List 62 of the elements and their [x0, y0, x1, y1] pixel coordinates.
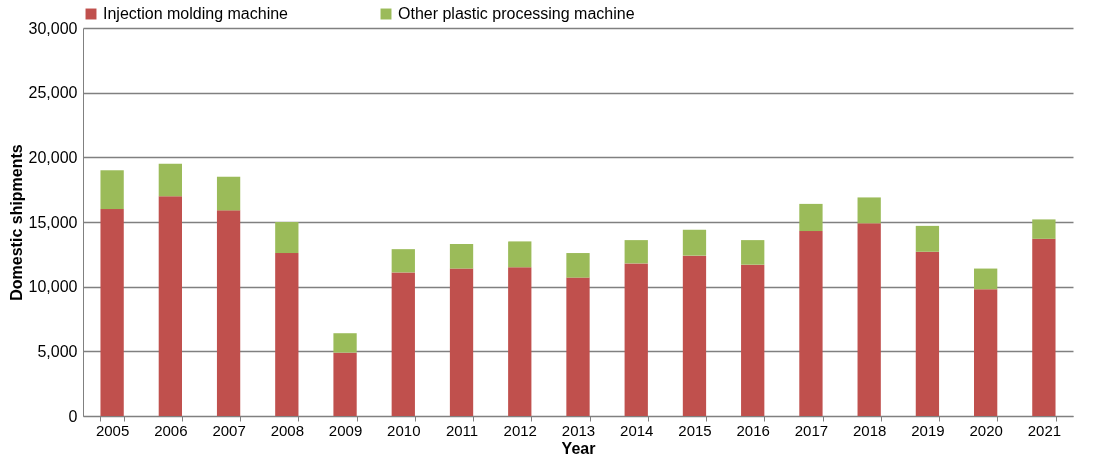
- bar: [391, 249, 415, 273]
- bar: [333, 352, 357, 416]
- y-tick-label: 15,000: [28, 213, 78, 231]
- bar: [915, 225, 940, 252]
- x-tick-label: 2020: [969, 421, 1003, 439]
- bar: [449, 243, 474, 269]
- x-tick-label: 2008: [270, 421, 305, 439]
- bar: [741, 264, 765, 416]
- bar: [333, 333, 357, 353]
- bar: [566, 277, 590, 416]
- bar: [216, 176, 241, 211]
- bar: [857, 197, 881, 224]
- bar: [624, 263, 648, 416]
- bar: [1032, 219, 1056, 239]
- bar: [508, 267, 532, 416]
- y-tick-label: 10,000: [28, 278, 78, 296]
- x-tick-label: 2015: [678, 421, 712, 439]
- bar: [974, 289, 998, 416]
- x-tick-label: 2013: [561, 421, 596, 439]
- y-tick-label: 20,000: [28, 148, 78, 166]
- x-tick-label: 2009: [328, 421, 363, 439]
- bar: [449, 268, 474, 416]
- y-tick-label: 5,000: [37, 342, 78, 360]
- x-tick-label: 2011: [445, 421, 479, 439]
- x-tick-label: 2018: [852, 421, 887, 439]
- bar: [216, 210, 241, 416]
- bar: [391, 272, 415, 416]
- bar: [857, 223, 881, 416]
- x-tick-label: 2019: [911, 421, 945, 439]
- bar: [158, 163, 182, 197]
- x-tick-label: 2014: [620, 421, 654, 439]
- y-tick-label: 25,000: [28, 84, 78, 102]
- bar: [799, 203, 823, 232]
- x-tick-label: 2010: [387, 421, 421, 439]
- bar: [741, 240, 765, 265]
- bar: [974, 268, 998, 290]
- legend-label: Injection molding machine: [103, 5, 289, 22]
- x-tick-label: 2012: [503, 421, 537, 439]
- bar: [100, 209, 124, 416]
- bar: [682, 255, 707, 416]
- x-axis-title: Year: [561, 439, 596, 457]
- x-tick-label: 2007: [212, 421, 246, 439]
- x-tick-label: 2021: [1027, 421, 1062, 439]
- bar: [682, 229, 707, 256]
- x-tick-label: 2016: [736, 421, 770, 439]
- x-tick-label: 2005: [95, 421, 130, 439]
- y-tick-label: 30,000: [28, 19, 78, 37]
- bar: [566, 253, 590, 278]
- y-tick-label: 0: [68, 407, 78, 425]
- x-tick-label: 2017: [794, 421, 829, 439]
- bar: [1032, 238, 1056, 416]
- bar: [100, 170, 124, 210]
- bar: [158, 196, 182, 416]
- bar: [275, 222, 299, 254]
- bar: [799, 231, 823, 416]
- y-axis-title: Domestic shipments: [7, 144, 25, 301]
- legend-label: Other plastic processing machine: [398, 5, 635, 22]
- bar: [275, 253, 299, 416]
- bar: [508, 241, 532, 268]
- x-tick-label: 2006: [154, 421, 188, 439]
- bar: [915, 251, 940, 416]
- bar: [624, 240, 648, 264]
